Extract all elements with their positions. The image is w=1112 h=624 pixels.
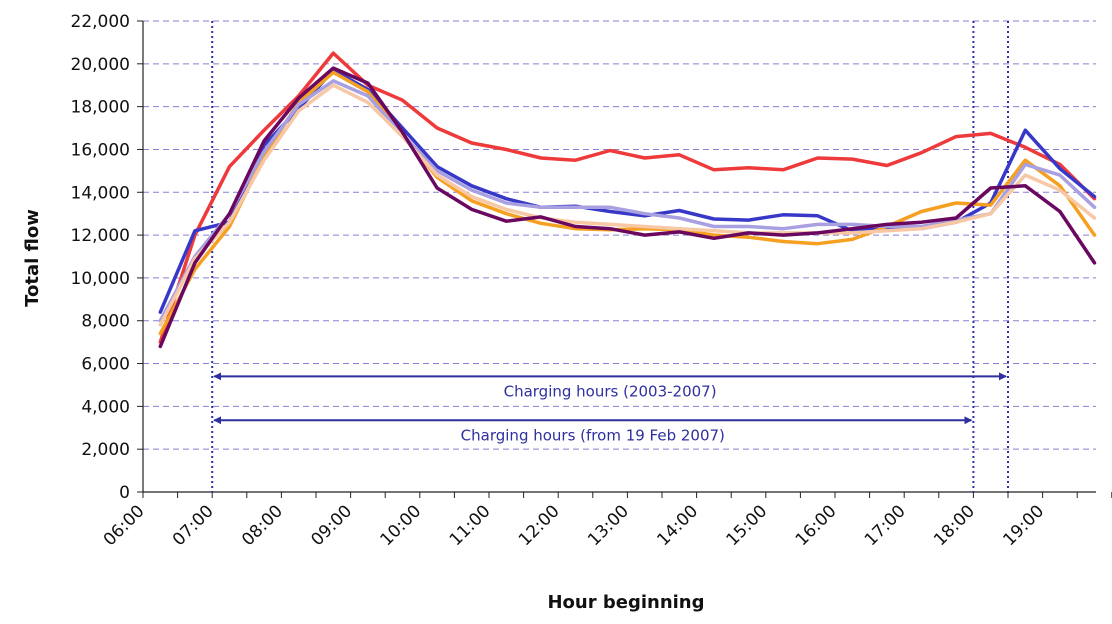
x-tick-label: 13:00 — [584, 501, 633, 550]
x-tick-label: 07:00 — [169, 501, 218, 550]
x-tick-label: 10:00 — [377, 501, 426, 550]
x-tick-label: 16:00 — [792, 501, 841, 550]
y-tick-label: 10,000 — [71, 269, 130, 289]
series-line — [158, 70, 1097, 336]
y-tick-label: 8,000 — [81, 312, 130, 332]
x-tick-label: 08:00 — [238, 501, 287, 550]
x-tick-label: 18:00 — [930, 501, 979, 550]
x-tick-labels: 06:00 07:00 08:00 09:00 10:00 11:00 12:00 13:00… — [100, 501, 1048, 550]
x-tick-label: 15:00 — [723, 501, 772, 550]
x-tick-label: 09:00 — [307, 501, 356, 550]
y-tick-label: 4,000 — [81, 397, 130, 417]
annotation-label: Charging hours (from 19 Feb 2007) — [461, 426, 725, 444]
series-lines — [158, 51, 1097, 349]
y-tick-label: 16,000 — [71, 140, 130, 160]
x-tick-label: 11:00 — [446, 501, 495, 550]
x-tick-label: 14:00 — [653, 501, 702, 550]
x-tick-label: 06:00 — [100, 501, 149, 550]
y-tick-label: 14,000 — [71, 183, 130, 203]
y-tick-label: 22,000 — [71, 12, 130, 32]
x-tick-label: 12:00 — [515, 501, 564, 550]
annotations: Charging hours (2003-2007) Charging hours… — [213, 372, 1007, 444]
annotation-label: Charging hours (2003-2007) — [504, 382, 717, 400]
series-line — [158, 66, 1097, 349]
series-line — [158, 83, 1097, 327]
y-tick-label: 18,000 — [71, 98, 130, 118]
axes — [137, 20, 1112, 498]
y-tick-label: 20,000 — [71, 55, 130, 75]
x-axis-title: Hour beginning — [547, 592, 704, 613]
y-tick-labels: 0 2,000 4,000 6,000 8,000 10,000 12,000 14,000 1… — [71, 12, 130, 503]
y-tick-label: 6,000 — [81, 355, 130, 375]
series-line — [158, 79, 1097, 323]
gridlines — [143, 20, 1096, 450]
x-tick-label: 19:00 — [999, 501, 1048, 550]
y-tick-label: 0 — [119, 483, 130, 503]
y-axis-title: Total flow — [22, 209, 43, 307]
x-tick-label: 17:00 — [861, 501, 910, 550]
series-line — [158, 51, 1097, 344]
y-tick-label: 2,000 — [81, 440, 130, 460]
y-tick-label: 12,000 — [71, 226, 130, 246]
reference-lines — [211, 21, 1009, 492]
